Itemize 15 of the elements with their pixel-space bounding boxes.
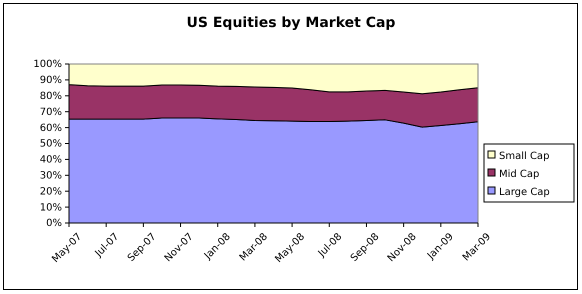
- legend-label: Mid Cap: [499, 169, 540, 180]
- y-tick-label: 10%: [40, 202, 62, 214]
- y-tick-label: 30%: [40, 170, 62, 182]
- y-tick-label: 20%: [40, 186, 62, 198]
- legend-label: Small Cap: [499, 151, 550, 162]
- y-tick-label: 50%: [40, 138, 62, 150]
- y-tick-label: 80%: [40, 91, 62, 102]
- y-tick-label: 100%: [33, 59, 62, 70]
- y-tick-label: 60%: [40, 122, 62, 134]
- legend-label: Large Cap: [499, 187, 550, 198]
- y-tick-label: 70%: [40, 106, 62, 118]
- y-tick-label: 0%: [46, 218, 62, 230]
- y-tick-label: 90%: [40, 75, 62, 86]
- y-tick-label: 40%: [40, 154, 62, 166]
- chart-title: US Equities by Market Cap: [186, 15, 396, 31]
